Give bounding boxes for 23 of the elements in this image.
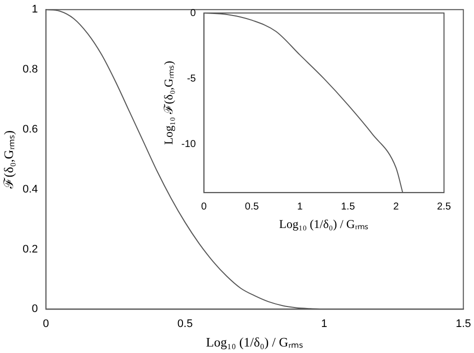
x-tick-label: 0 xyxy=(42,318,49,330)
x-tick-label: 2.5 xyxy=(437,201,452,212)
x-tick-label: 1.5 xyxy=(456,318,472,330)
y-tick-label: 0.8 xyxy=(22,64,38,76)
x-tick-label: 0 xyxy=(201,201,208,212)
y-axis-title: Log₁₀ ℱ(δ₀,Gᵣₘₛ) xyxy=(161,60,176,145)
y-tick-label: 0 xyxy=(190,8,196,19)
x-tick-label: 1.5 xyxy=(340,201,356,212)
x-tick-label: 0.5 xyxy=(244,201,260,212)
x-axis-title: Log₁₀ (1/δ₀) / Gᵣₘₛ xyxy=(279,216,369,231)
y-tick-label: 1 xyxy=(32,4,38,16)
x-tick-label: 1 xyxy=(297,201,304,212)
x-axis-title: Log₁₀ (1/δ₀) / Gᵣₘₛ xyxy=(206,334,304,350)
y-tick-label: -5 xyxy=(186,73,196,84)
y-tick-label: -10 xyxy=(181,138,196,150)
x-tick-label: 1 xyxy=(321,318,328,330)
y-tick-label: 0.6 xyxy=(22,123,38,136)
y-tick-label: 0 xyxy=(32,303,38,316)
x-tick-label: 2 xyxy=(393,201,400,212)
x-tick-label: 0.5 xyxy=(177,318,193,330)
y-tick-label: 0.4 xyxy=(22,183,38,196)
y-axis-title: ℱ(δ₀,Gᵣₘₛ) xyxy=(1,130,16,190)
y-tick-label: 0.2 xyxy=(22,243,38,256)
